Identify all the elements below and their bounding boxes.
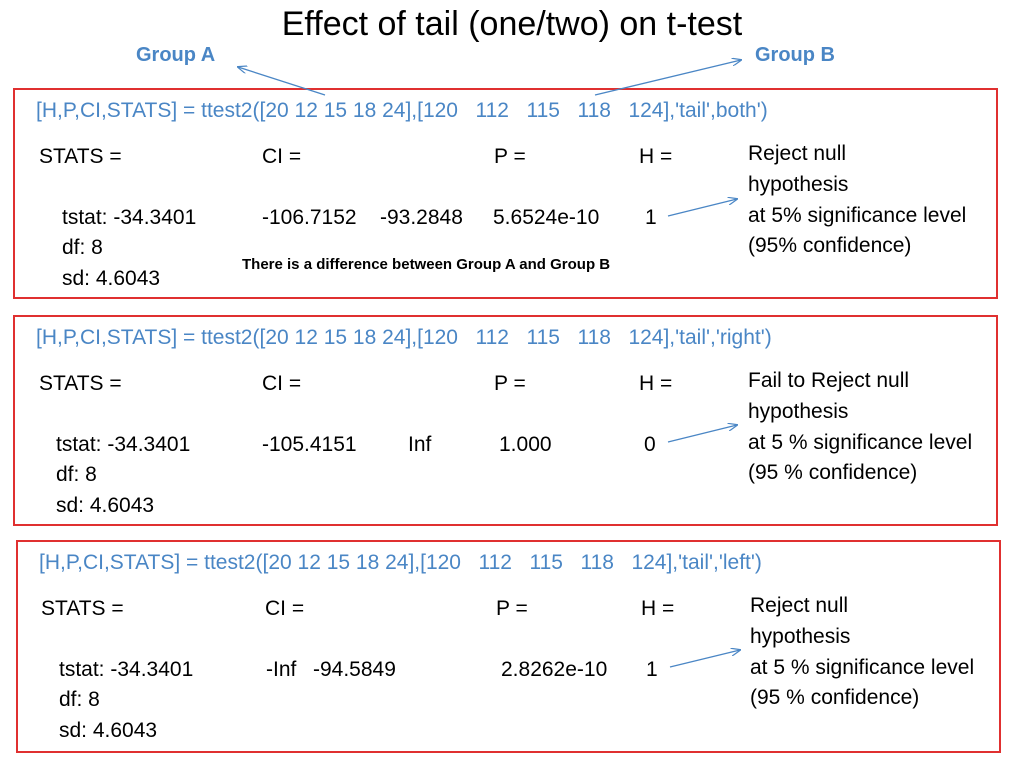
h-value: 1 (646, 658, 658, 681)
panel-two-tailed: [H,P,CI,STATS] = ttest2([20 12 15 18 24]… (13, 88, 998, 299)
result-line-3: at 5% significance level (748, 204, 967, 227)
h-header: H = (639, 372, 673, 395)
ci-low-value: -105.4151 (262, 433, 357, 456)
result-line-4: (95 % confidence) (748, 461, 918, 484)
df-value: df: 8 (62, 236, 103, 259)
h-value: 0 (644, 433, 656, 456)
command-line: [H,P,CI,STATS] = ttest2([20 12 15 18 24]… (39, 551, 762, 574)
df-value: df: 8 (56, 463, 97, 486)
result-line-3: at 5 % significance level (750, 656, 975, 679)
panel-right-tailed: [H,P,CI,STATS] = ttest2([20 12 15 18 24]… (13, 315, 998, 526)
h-header: H = (639, 145, 673, 168)
result-line-1: Reject null (748, 142, 847, 165)
result-line-1: Reject null (750, 594, 849, 617)
result-line-3: at 5 % significance level (748, 431, 973, 454)
result-line-4: (95 % confidence) (750, 686, 920, 709)
df-value: df: 8 (59, 688, 100, 711)
p-value: 5.6524e-10 (493, 206, 600, 229)
ci-high-value: -94.5849 (313, 658, 396, 681)
p-value: 2.8262e-10 (501, 658, 608, 681)
sd-value: sd: 4.6043 (62, 267, 161, 290)
ci-high-value: Inf (408, 433, 432, 456)
ci-header: CI = (262, 145, 302, 168)
sd-value: sd: 4.6043 (59, 719, 158, 742)
p-value: 1.000 (499, 433, 552, 456)
p-header: P = (494, 145, 526, 168)
panel-left-tailed: [H,P,CI,STATS] = ttest2([20 12 15 18 24]… (16, 540, 1001, 753)
p-header: P = (494, 372, 526, 395)
ci-low-value: -106.7152 (262, 206, 357, 229)
ci-header: CI = (262, 372, 302, 395)
result-line-1: Fail to Reject null (748, 369, 910, 392)
command-line: [H,P,CI,STATS] = ttest2([20 12 15 18 24]… (36, 99, 768, 122)
result-line-2: hypothesis (748, 400, 849, 423)
result-line-4: (95% confidence) (748, 234, 912, 257)
tstat-value: tstat: -34.3401 (56, 433, 191, 456)
stats-header: STATS = (39, 145, 122, 168)
command-line: [H,P,CI,STATS] = ttest2([20 12 15 18 24]… (36, 326, 772, 349)
result-line-2: hypothesis (748, 173, 849, 196)
sd-value: sd: 4.6043 (56, 494, 155, 517)
ci-low-value: -Inf (266, 658, 297, 681)
group-a-label: Group A (136, 44, 216, 66)
tstat-value: tstat: -34.3401 (62, 206, 197, 229)
group-b-label: Group B (755, 44, 835, 66)
p-header: P = (496, 597, 528, 620)
ci-header: CI = (265, 597, 305, 620)
stats-header: STATS = (39, 372, 122, 395)
ci-high-value: -93.2848 (380, 206, 463, 229)
conclusion-note: There is a difference between Group A an… (242, 256, 611, 273)
h-header: H = (641, 597, 675, 620)
page-title: Effect of tail (one/two) on t-test (281, 5, 743, 43)
result-line-2: hypothesis (750, 625, 851, 648)
tstat-value: tstat: -34.3401 (59, 658, 194, 681)
h-value: 1 (645, 206, 657, 229)
stats-header: STATS = (41, 597, 124, 620)
